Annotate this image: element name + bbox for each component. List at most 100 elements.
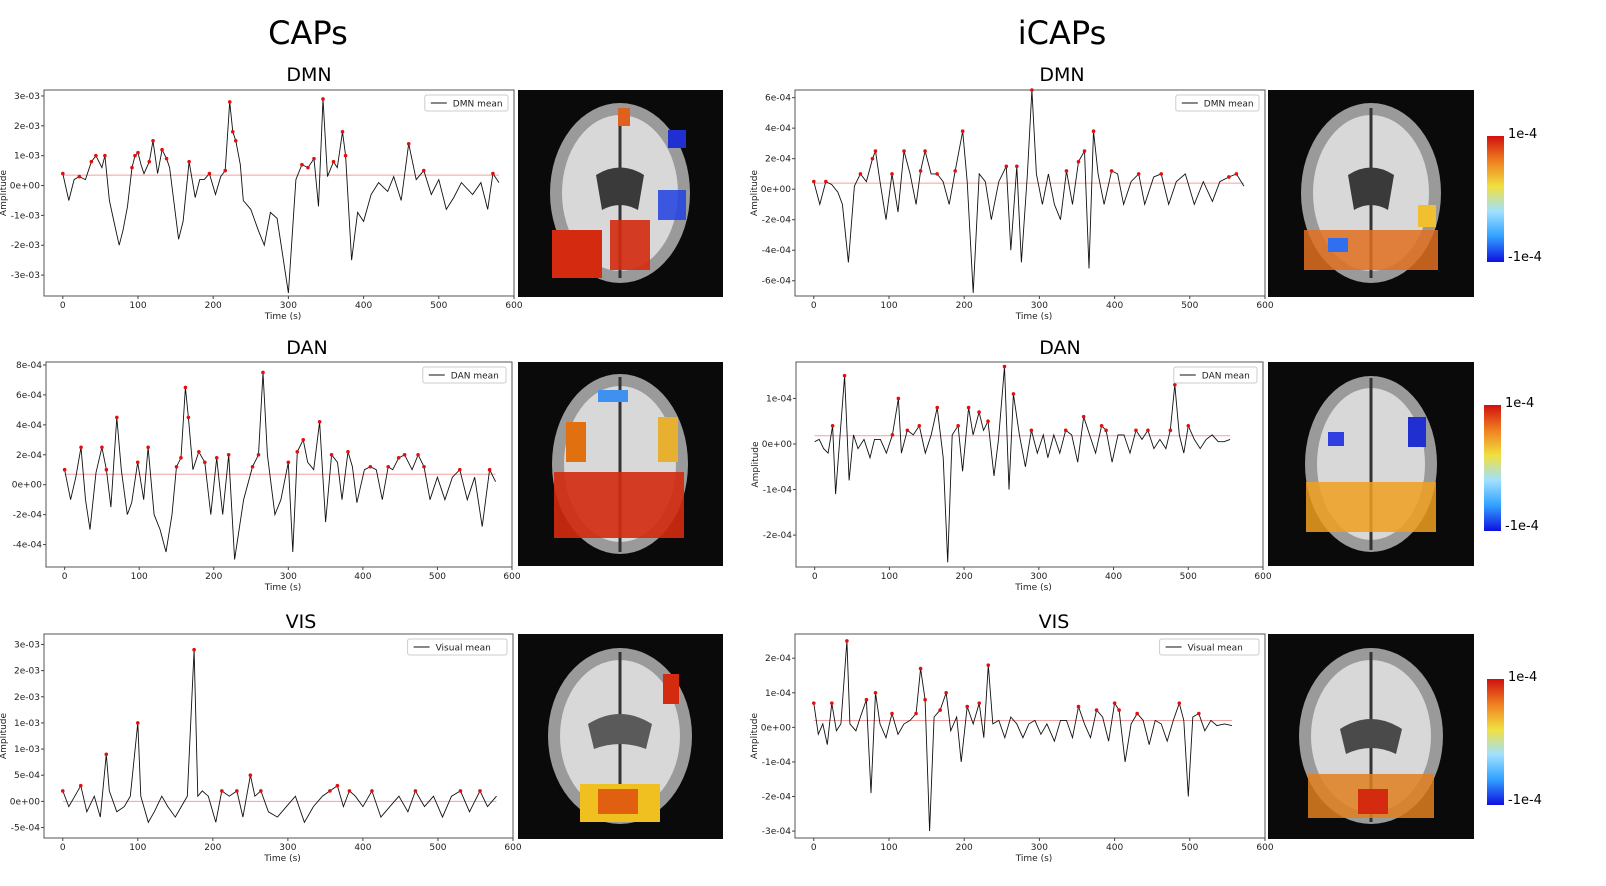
peak-marker (335, 783, 340, 788)
peak-marker (914, 711, 918, 716)
peak-marker (416, 452, 420, 457)
colorbar-dan-max-label: 1e-4 (1505, 396, 1535, 411)
peak-marker (386, 464, 391, 469)
x-axis-label: Time (s) (264, 583, 302, 593)
y-axis-label: Amplitude (0, 712, 9, 759)
x-axis-label: Time (s) (1015, 312, 1053, 322)
colorbar-dan (1484, 405, 1501, 531)
icaps-vis-timeseries-chart: 0 100 200 300 400 500 600 2e-04 1e-04 0e+00 -1e-04… (750, 633, 1274, 864)
peak-marker (368, 464, 373, 469)
x-tick-label: 400 (1106, 301, 1123, 311)
x-tick-label: 200 (204, 843, 221, 853)
x-tick-label: 300 (280, 572, 297, 582)
peak-marker (902, 149, 906, 153)
series-line (62, 98, 500, 294)
peak-marker (104, 752, 109, 757)
legend-box (422, 366, 507, 384)
y-tick-label: 4e-04 (16, 421, 42, 431)
peak-marker (187, 159, 191, 164)
y-tick-label: 2e-03 (14, 122, 40, 132)
peak-marker (977, 701, 982, 705)
peak-marker (343, 153, 348, 158)
peak-marker (890, 711, 894, 716)
plot-frame (43, 89, 515, 297)
x-tick-label: 600 (504, 843, 521, 853)
peak-marker (938, 708, 942, 712)
x-axis-label: Time (s) (263, 854, 301, 864)
peak-marker (233, 138, 238, 143)
peak-marker (986, 663, 991, 667)
peak-marker (203, 460, 207, 465)
y-tick-label: -2e-04 (762, 216, 791, 226)
y-tick-label: 6e-04 (16, 391, 42, 401)
peak-marker (1186, 423, 1191, 428)
peak-marker (422, 464, 426, 469)
peak-marker (1234, 172, 1239, 176)
y-tick-label: 0e+00 (762, 440, 793, 450)
y-tick-label: 0e+00 (10, 797, 41, 807)
peak-marker (79, 445, 83, 450)
peak-marker (1109, 169, 1114, 173)
peak-marker (830, 701, 834, 705)
peak-marker (136, 150, 140, 155)
panel-title-icaps-dmn: DMN (1039, 64, 1085, 86)
brain-map-caps-dan (518, 362, 723, 566)
peak-marker (312, 156, 316, 161)
peak-marker (300, 162, 304, 167)
peak-marker (1168, 428, 1173, 433)
peak-marker (923, 697, 927, 702)
y-tick-label: -4e-04 (762, 246, 791, 256)
peak-marker (89, 159, 94, 164)
x-tick-label: 600 (1254, 572, 1271, 582)
peak-marker (870, 156, 875, 161)
x-tick-label: 100 (880, 301, 897, 311)
peak-marker (147, 159, 152, 164)
colorbar-dmn (1487, 136, 1504, 262)
peak-marker (1117, 708, 1121, 712)
panel-title-icaps-dan: DAN (1039, 337, 1081, 359)
peak-marker (183, 385, 188, 390)
x-tick-label: 200 (956, 843, 973, 853)
peak-marker (491, 171, 495, 176)
x-tick-label: 100 (131, 572, 148, 582)
x-tick-label: 400 (355, 301, 372, 311)
peak-marker (328, 789, 332, 793)
peak-marker (78, 783, 83, 788)
peak-marker (1064, 169, 1069, 173)
peak-marker (1197, 711, 1201, 716)
x-tick-label: 0 (60, 301, 66, 311)
y-tick-label: 8e-04 (16, 361, 42, 371)
y-tick-label: -5e-04 (11, 824, 40, 834)
x-tick-label: 100 (129, 843, 146, 853)
y-tick-label: -1e-04 (763, 486, 792, 496)
peak-marker (104, 467, 109, 472)
peak-marker (1063, 428, 1068, 433)
series-line (813, 89, 1245, 293)
brain-map-caps-vis (518, 634, 723, 839)
peak-marker (174, 464, 179, 469)
y-tick-label: 4e-04 (765, 124, 791, 134)
x-tick-label: 400 (354, 843, 371, 853)
peak-marker (226, 452, 231, 457)
x-tick-label: 0 (811, 301, 817, 311)
legend-label: Visual mean (436, 644, 491, 654)
peak-marker (845, 639, 849, 643)
legend-label: DAN mean (1202, 372, 1250, 382)
peak-marker (402, 452, 407, 457)
peak-marker (77, 174, 82, 179)
peak-marker (61, 171, 65, 176)
peak-marker (136, 721, 140, 725)
brain-map-icaps-dan (1268, 362, 1474, 566)
y-tick-label: -2e-03 (11, 241, 40, 251)
icaps-dmn-timeseries-chart: 0 100 200 300 400 500 600 6e-04 4e-04 2e-04 0e+00 -… (750, 88, 1274, 322)
x-tick-label: 0 (62, 572, 68, 582)
x-tick-label: 0 (812, 572, 818, 582)
peak-marker (220, 789, 224, 793)
y-tick-label: 0e+00 (761, 723, 792, 733)
peak-marker (487, 467, 492, 472)
y-tick-label: -1e-04 (762, 758, 791, 768)
series-line (813, 640, 1232, 832)
x-tick-label: 500 (1180, 572, 1197, 582)
peak-marker (890, 433, 895, 437)
x-tick-label: 400 (1105, 572, 1122, 582)
